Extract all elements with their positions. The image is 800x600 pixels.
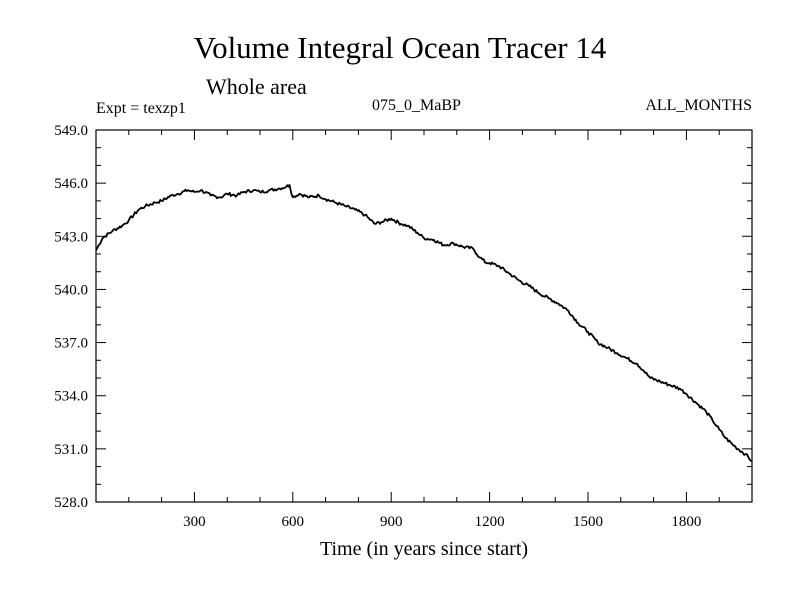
y-tick-label: 537.0 [54,336,88,352]
y-tick-labels: 528.0 531.0 534.0 537.0 540.0 543.0 546.0 549.0 [54,123,88,511]
y-tick-label: 540.0 [54,282,88,298]
x-tick-label: 900 [380,514,403,530]
x-axis-label: Time (in years since start) [320,538,528,560]
series-line [95,184,753,463]
x-tick-label: 300 [183,514,206,530]
chart-subtitle: Whole area [206,74,307,99]
y-tick-label: 543.0 [54,229,88,245]
y-tick-label: 528.0 [54,495,88,511]
x-tick-label: 1500 [573,514,603,530]
y-tick-label: 549.0 [54,123,88,139]
period-label: 075_0_MaBP [372,97,461,114]
x-tick-label: 1800 [671,514,701,530]
y-tick-label: 534.0 [54,389,88,405]
y-tick-label: 546.0 [54,176,88,192]
chart-title: Volume Integral Ocean Tracer 14 [193,30,607,65]
x-tick-labels: 300 600 900 1200 1500 1800 [183,514,701,530]
months-label: ALL_MONTHS [645,97,752,114]
axis-ticks [96,129,752,503]
y-tick-label: 531.0 [54,442,88,458]
x-tick-label: 600 [282,514,305,530]
plot-frame [95,129,753,503]
experiment-label: Expt = texzp1 [96,100,186,117]
x-tick-label: 1200 [475,514,505,530]
